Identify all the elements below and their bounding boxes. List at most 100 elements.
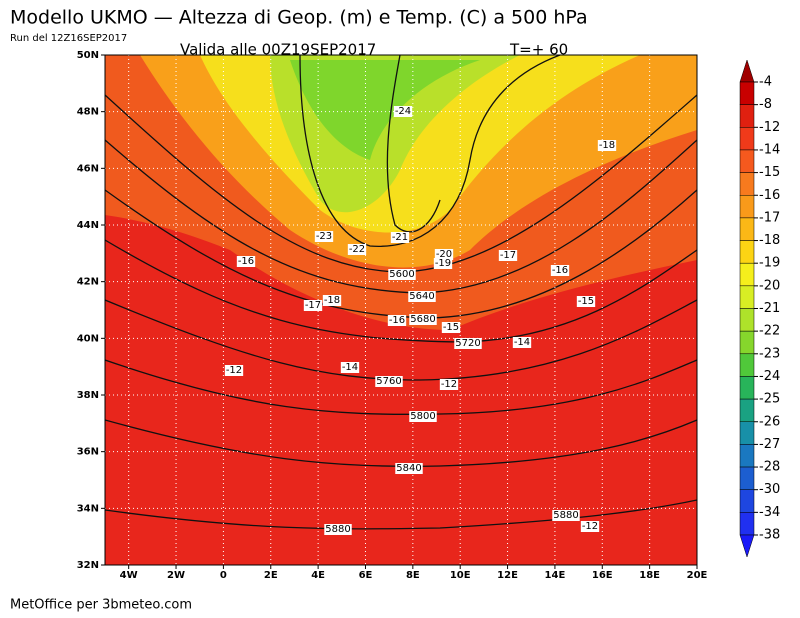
legend-swatch (739, 308, 755, 332)
legend-label: -38 (759, 528, 780, 543)
legend-label: -18 (759, 233, 780, 248)
legend-swatch (739, 421, 755, 445)
x-tick-label: 4E (311, 570, 325, 581)
y-tick-label: 32N (77, 560, 99, 571)
contour-label-bg (408, 291, 436, 302)
contour-label-bg (387, 315, 407, 326)
valid-label: Valida alle 00Z19SEP2017 (180, 41, 376, 59)
legend-label: -22 (759, 324, 780, 339)
legend-label: -30 (759, 482, 780, 497)
legend-label: -27 (759, 437, 780, 452)
x-tick-label: 20E (687, 570, 708, 581)
legend-label: -28 (759, 460, 780, 475)
legend-label: -34 (759, 505, 780, 520)
contour-label: -14 (514, 337, 530, 348)
map-field (105, 55, 697, 565)
contour-label: -16 (552, 265, 568, 276)
x-tick-label: 12E (497, 570, 518, 581)
contour-label: 5880 (325, 524, 350, 535)
contour-label-bg (314, 231, 334, 242)
contour-label-bg (390, 232, 410, 243)
contour-label: -22 (349, 244, 365, 255)
legend-label: -14 (759, 142, 780, 157)
y-tick-label: 38N (77, 390, 99, 401)
map-frame (104, 54, 698, 566)
legend-label: -20 (759, 278, 780, 293)
legend-swatch (739, 104, 755, 128)
contour-label-bg (388, 269, 416, 280)
contour-label: 5600 (389, 269, 414, 280)
contour-label-bg (576, 296, 596, 307)
contour-label: -19 (435, 258, 451, 269)
contour-label: -24 (395, 106, 411, 117)
legend-swatch (739, 127, 755, 151)
contour-label-bg (303, 300, 323, 311)
legend-label: -8 (759, 97, 772, 112)
legend-swatch (739, 240, 755, 264)
y-tick-label: 42N (77, 277, 99, 288)
contour-label-bg (224, 365, 244, 376)
y-tick-label: 50N (77, 50, 99, 61)
contour-label-bg (498, 250, 518, 261)
legend-arrow (739, 534, 755, 558)
contour-label: 5880 (553, 510, 578, 521)
contour-label-bg (441, 322, 461, 333)
x-tick-label: 2E (264, 570, 278, 581)
contour-label: 5680 (410, 314, 435, 325)
legend-swatch (739, 172, 755, 196)
contour-label: 5760 (376, 376, 401, 387)
x-tick-label: 2W (167, 570, 185, 581)
contour-label-bg (375, 376, 403, 387)
contour-label-bg (580, 521, 600, 532)
y-tick-label: 44N (77, 220, 99, 231)
contour-label-bg (597, 140, 617, 151)
legend-swatch (739, 376, 755, 400)
legend-label: -24 (759, 369, 780, 384)
legend-label: -23 (759, 346, 780, 361)
contour-label: 5640 (409, 291, 434, 302)
contour-label: -15 (578, 296, 594, 307)
contour-label: -12 (441, 379, 457, 390)
contour-label-bg (322, 295, 342, 306)
x-tick-label: 6E (359, 570, 373, 581)
y-tick-label: 48N (77, 107, 99, 118)
contour-label: -16 (238, 256, 254, 267)
legend-swatch (739, 444, 755, 468)
contour-label-bg (454, 338, 482, 349)
footer: MetOffice per 3bmeteo.com (10, 598, 192, 613)
contour-labels: -24 -18 -23 -22 -21 -20-19 -17 -16 -16 5600 5640 -1… (224, 106, 617, 535)
title: Modello UKMO — Altezza di Geop. (m) e Te… (10, 7, 588, 29)
contour-label-bg (236, 256, 256, 267)
legend-swatch (739, 81, 755, 105)
legend-swatch (739, 195, 755, 219)
contour-label: 5840 (396, 463, 421, 474)
legend-label: -16 (759, 188, 780, 203)
y-tick-label: 34N (77, 503, 99, 514)
contour-label: -17 (500, 250, 516, 261)
legend-label: -4 (759, 75, 772, 90)
x-tick-label: 14E (545, 570, 566, 581)
contour-label-bg (433, 258, 453, 269)
legend-label: -15 (759, 165, 780, 180)
legend-swatch (739, 217, 755, 241)
y-tick-label: 46N (77, 163, 99, 174)
contour-label: -23 (316, 231, 332, 242)
contour-label: -21 (392, 232, 408, 243)
x-tick-label: 16E (592, 570, 613, 581)
contour-label: -12 (582, 521, 598, 532)
contour-label: -15 (443, 322, 459, 333)
contour-label-bg (347, 244, 367, 255)
contour-label-bg (409, 411, 437, 422)
x-tick-label: 10E (450, 570, 471, 581)
contour-label-bg (434, 249, 454, 260)
legend-swatch (739, 353, 755, 377)
legend-label: -21 (759, 301, 780, 316)
x-tick-label: 0 (220, 570, 227, 581)
contour-label: 5800 (410, 411, 435, 422)
contour-label-bg (439, 379, 459, 390)
legend-swatch (739, 330, 755, 355)
x-tick-label: 8E (406, 570, 420, 581)
legend-swatch (739, 285, 755, 309)
legend-swatch (739, 466, 755, 490)
